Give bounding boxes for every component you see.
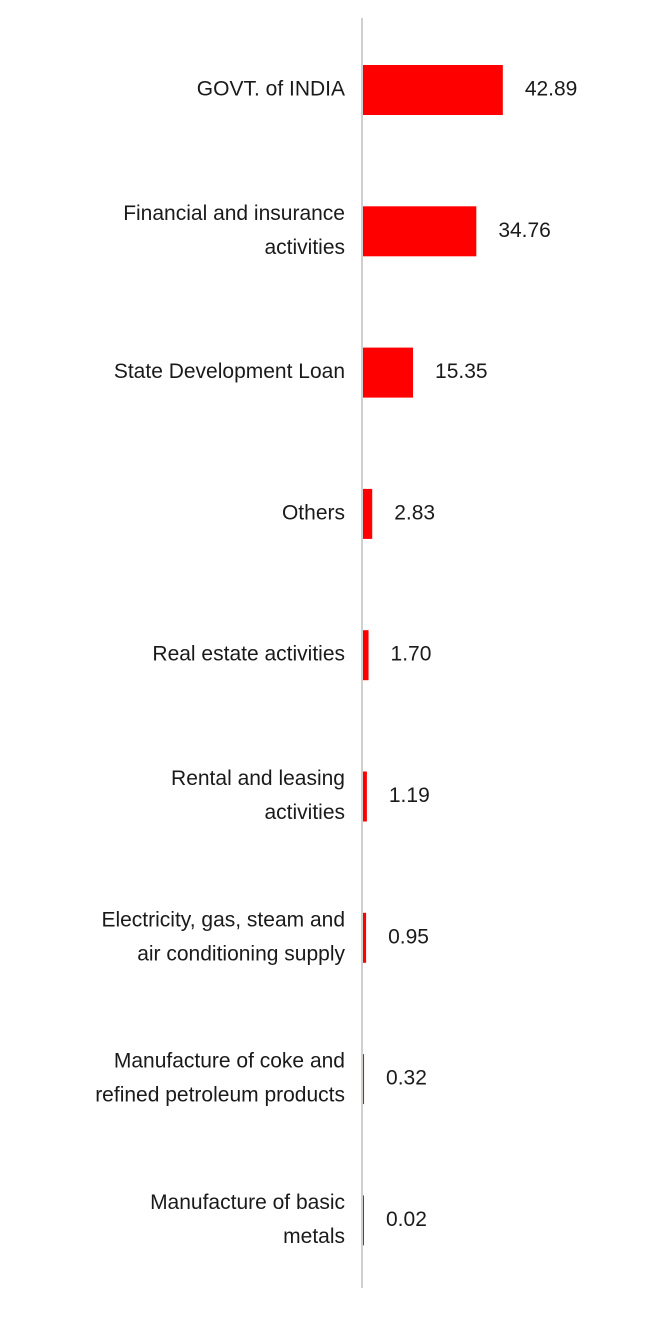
- data-label-6: 0.95: [388, 925, 429, 948]
- category-label-0-line-0: GOVT. of INDIA: [197, 78, 345, 101]
- bar-5: [363, 771, 367, 822]
- category-label-8-line-1: metals: [283, 1225, 345, 1248]
- bar-3: [363, 488, 373, 539]
- data-label-5: 1.19: [389, 784, 430, 807]
- bar-7: [363, 1054, 365, 1105]
- data-label-4: 1.70: [391, 643, 432, 666]
- bar-6: [363, 912, 367, 963]
- category-label-7-line-0: Manufacture of coke and: [114, 1050, 345, 1073]
- category-label-1-line-0: Financial and insurance: [123, 202, 345, 225]
- bar-0: [363, 65, 503, 115]
- category-label-3-line-0: Others: [282, 501, 345, 524]
- bars-layer: [363, 65, 503, 1246]
- category-label-2-line-0: State Development Loan: [114, 360, 345, 383]
- category-label-6-line-0: Electricity, gas, steam and: [101, 908, 345, 931]
- category-label-4-line-0: Real estate activities: [152, 643, 345, 666]
- data-label-8: 0.02: [386, 1208, 427, 1231]
- bar-4: [363, 630, 369, 681]
- bar-1: [363, 206, 477, 257]
- category-label-1-line-1: activities: [264, 236, 345, 259]
- data-label-3: 2.83: [394, 501, 435, 524]
- category-label-8-line-0: Manufacture of basic: [150, 1191, 345, 1214]
- data-label-1: 34.76: [498, 219, 551, 242]
- category-label-5-line-1: activities: [264, 801, 345, 824]
- category-label-7-line-1: refined petroleum products: [95, 1084, 345, 1107]
- category-label-6-line-1: air conditioning supply: [137, 942, 345, 965]
- data-label-7: 0.32: [386, 1067, 427, 1090]
- data-label-0: 42.89: [525, 78, 578, 101]
- labels-layer: 42.89 GOVT. of INDIA 34.76 Financial and in…: [95, 78, 577, 1248]
- data-label-2: 15.35: [435, 360, 488, 383]
- bar-8: [363, 1195, 364, 1246]
- category-label-5-line-0: Rental and leasing: [171, 767, 345, 790]
- bar-2: [363, 347, 414, 398]
